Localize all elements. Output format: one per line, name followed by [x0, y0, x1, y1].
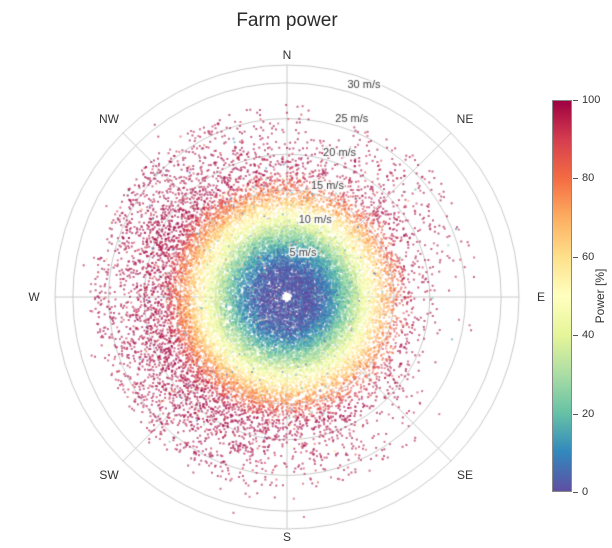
compass-label-s: S: [282, 530, 292, 544]
chart-title: Farm power: [236, 10, 338, 31]
compass-label-e: E: [536, 290, 546, 304]
colorbar-tick: 60: [572, 250, 595, 263]
colorbar-tick: 0: [572, 486, 589, 498]
colorbar-tick: 100: [572, 94, 601, 106]
compass-label-nw: NW: [99, 112, 119, 126]
compass-label-ne: NE: [456, 112, 474, 126]
colorbar-label: Power [%]: [593, 268, 607, 324]
compass-label-n: N: [282, 48, 292, 62]
compass-label-sw: SW: [99, 468, 119, 482]
colorbar-tick: 20: [572, 407, 595, 420]
colorbar: 100 80 60 40 20 0: [552, 94, 600, 498]
colorbar-tick: 80: [572, 172, 595, 185]
compass-label-w: W: [28, 290, 40, 304]
compass-label-se: SE: [456, 468, 474, 482]
colorbar-gradient: [552, 100, 572, 492]
colorbar-tick: 40: [572, 329, 595, 342]
